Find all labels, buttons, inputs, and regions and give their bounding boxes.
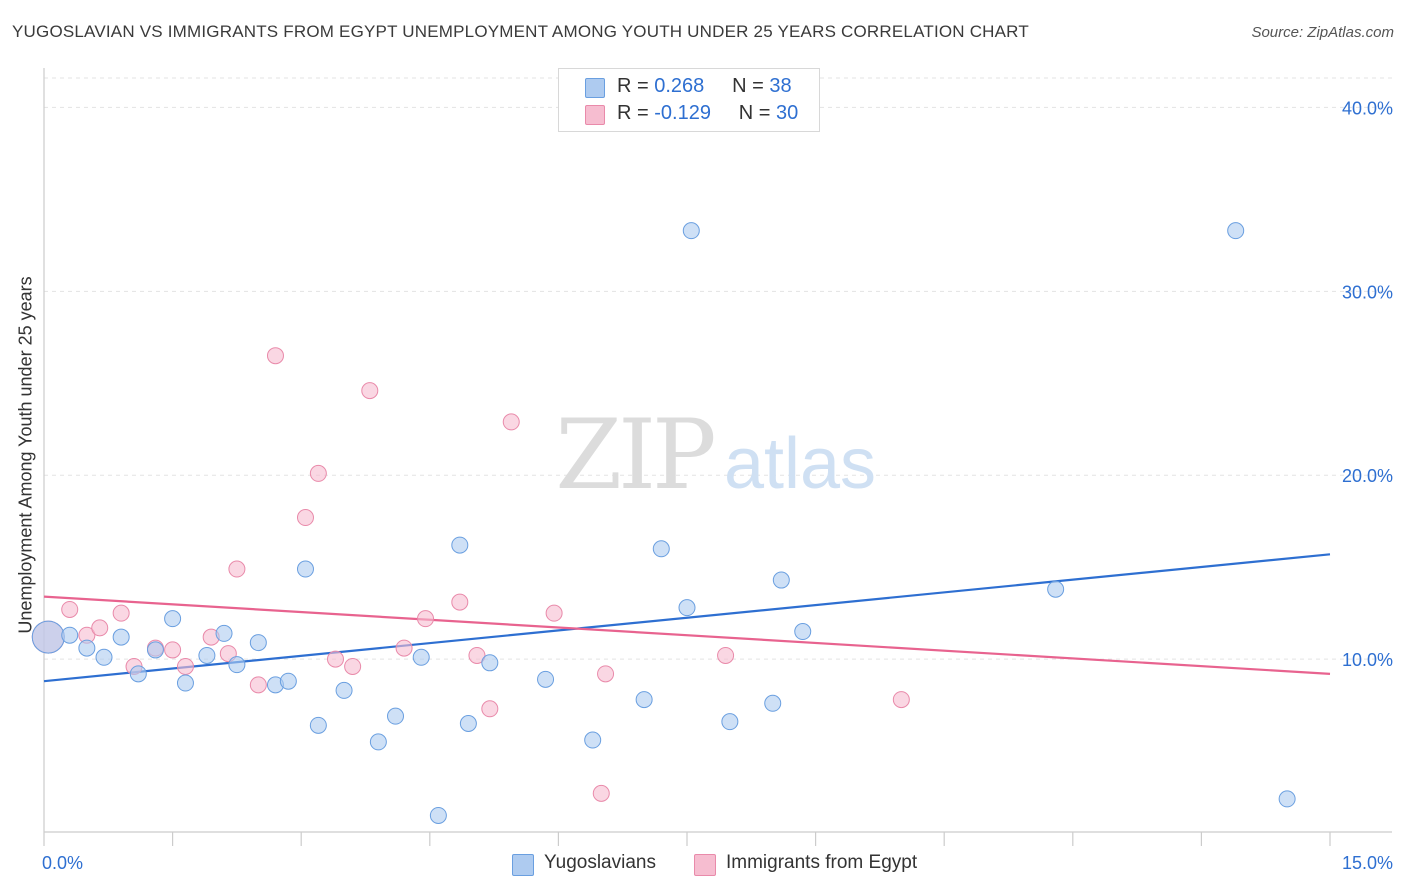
point-yugoslavians bbox=[481, 654, 499, 672]
point-yugoslavians bbox=[215, 624, 233, 642]
data-points bbox=[31, 222, 1296, 824]
point-yugoslavians bbox=[164, 610, 182, 628]
point-egypt bbox=[545, 604, 563, 622]
point-egypt bbox=[61, 600, 79, 618]
legend-n-value: 30 bbox=[776, 102, 799, 124]
tick-labels: 10.0% 20.0% 30.0% 40.0% 0.0% 15.0% bbox=[42, 98, 1393, 873]
legend-n-label: N = bbox=[732, 75, 770, 97]
point-yugoslavians bbox=[1278, 790, 1296, 808]
trend-line-yugoslavians bbox=[43, 553, 1331, 683]
point-yugoslavians bbox=[335, 681, 353, 699]
point-yugoslavians bbox=[228, 656, 246, 674]
point-egypt bbox=[112, 604, 130, 622]
point-yugoslavians bbox=[682, 222, 700, 240]
legend-swatch-pink bbox=[585, 105, 605, 125]
point-yugoslavians bbox=[584, 731, 602, 749]
chart-title: YUGOSLAVIAN VS IMMIGRANTS FROM EGYPT UNE… bbox=[12, 22, 1029, 41]
legend-swatch-blue bbox=[585, 78, 605, 98]
point-egypt bbox=[344, 657, 362, 675]
legend-n-value: 38 bbox=[769, 75, 792, 97]
point-yugoslavians bbox=[412, 648, 430, 666]
chart-source: Source: ZipAtlas.com bbox=[1251, 24, 1394, 41]
series-label: Immigrants from Egypt bbox=[726, 852, 918, 873]
point-yugoslavians bbox=[764, 694, 782, 712]
point-egypt bbox=[296, 509, 314, 527]
point-yugoslavians bbox=[249, 634, 267, 652]
point-yugoslavians bbox=[387, 707, 405, 725]
point-yugoslavians bbox=[721, 713, 739, 731]
point-egypt bbox=[717, 646, 735, 664]
series-swatch-pink bbox=[694, 854, 716, 876]
point-yugoslavians bbox=[1047, 580, 1065, 598]
point-yugoslavians bbox=[652, 540, 670, 558]
series-label: Yugoslavians bbox=[544, 852, 656, 873]
point-yugoslavians bbox=[279, 672, 297, 690]
point-yugoslavians bbox=[31, 620, 65, 654]
point-yugoslavians bbox=[678, 599, 696, 617]
point-yugoslavians bbox=[78, 639, 96, 657]
point-yugoslavians bbox=[198, 646, 216, 664]
point-yugoslavians bbox=[146, 641, 164, 659]
point-egypt bbox=[228, 560, 246, 578]
point-egypt bbox=[481, 700, 499, 718]
legend-n-label: N = bbox=[738, 102, 777, 124]
point-yugoslavians bbox=[369, 733, 387, 751]
trend-lines bbox=[43, 553, 1331, 683]
legend-r-value: 0.268 bbox=[654, 75, 705, 97]
point-yugoslavians bbox=[95, 648, 113, 666]
point-egypt bbox=[892, 691, 910, 709]
point-egypt bbox=[361, 382, 379, 400]
axes bbox=[43, 68, 1392, 846]
point-egypt bbox=[326, 650, 344, 668]
point-egypt bbox=[176, 657, 194, 675]
point-egypt bbox=[502, 413, 520, 431]
legend-r-value: -0.129 bbox=[654, 102, 711, 124]
point-yugoslavians bbox=[451, 536, 469, 554]
y-tick-label: 40.0% bbox=[1342, 98, 1393, 118]
point-yugoslavians bbox=[537, 670, 555, 688]
point-yugoslavians bbox=[309, 716, 327, 734]
y-axis-label: Unemployment Among Youth under 25 years bbox=[15, 276, 36, 634]
point-egypt bbox=[468, 646, 486, 664]
trend-line-egypt bbox=[43, 595, 1331, 675]
point-yugoslavians bbox=[635, 691, 653, 709]
point-egypt bbox=[91, 619, 109, 637]
point-egypt bbox=[395, 639, 413, 657]
point-egypt bbox=[417, 610, 435, 628]
point-egypt bbox=[597, 665, 615, 683]
point-yugoslavians bbox=[772, 571, 790, 589]
point-egypt bbox=[164, 641, 182, 659]
x-tick-label: 0.0% bbox=[42, 853, 83, 873]
point-egypt bbox=[266, 347, 284, 365]
point-yugoslavians bbox=[459, 714, 477, 732]
y-tick-label: 20.0% bbox=[1342, 466, 1393, 486]
point-yugoslavians bbox=[176, 674, 194, 692]
point-yugoslavians bbox=[429, 806, 447, 824]
correlation-legend: R = 0.268 N = 38 R = -0.129 N = 30 bbox=[558, 68, 820, 132]
point-egypt bbox=[451, 593, 469, 611]
point-yugoslavians bbox=[61, 626, 79, 644]
watermark-zip: ZIP bbox=[555, 399, 714, 511]
y-tick-label: 10.0% bbox=[1342, 650, 1393, 670]
point-yugoslavians bbox=[1227, 222, 1245, 240]
point-egypt bbox=[249, 676, 267, 694]
series-swatch-blue bbox=[512, 854, 534, 876]
y-tick-label: 30.0% bbox=[1342, 282, 1393, 302]
watermark-atlas: atlas bbox=[724, 424, 876, 504]
x-tick-label: 15.0% bbox=[1342, 853, 1393, 873]
legend-r-label: R = bbox=[617, 102, 655, 124]
point-yugoslavians bbox=[794, 623, 812, 641]
point-yugoslavians bbox=[296, 560, 314, 578]
point-yugoslavians bbox=[129, 665, 147, 683]
point-egypt bbox=[592, 784, 610, 802]
grid-lines bbox=[44, 77, 1392, 660]
point-egypt bbox=[309, 464, 327, 482]
point-yugoslavians bbox=[112, 628, 130, 646]
legend-r-label: R = bbox=[617, 75, 655, 97]
